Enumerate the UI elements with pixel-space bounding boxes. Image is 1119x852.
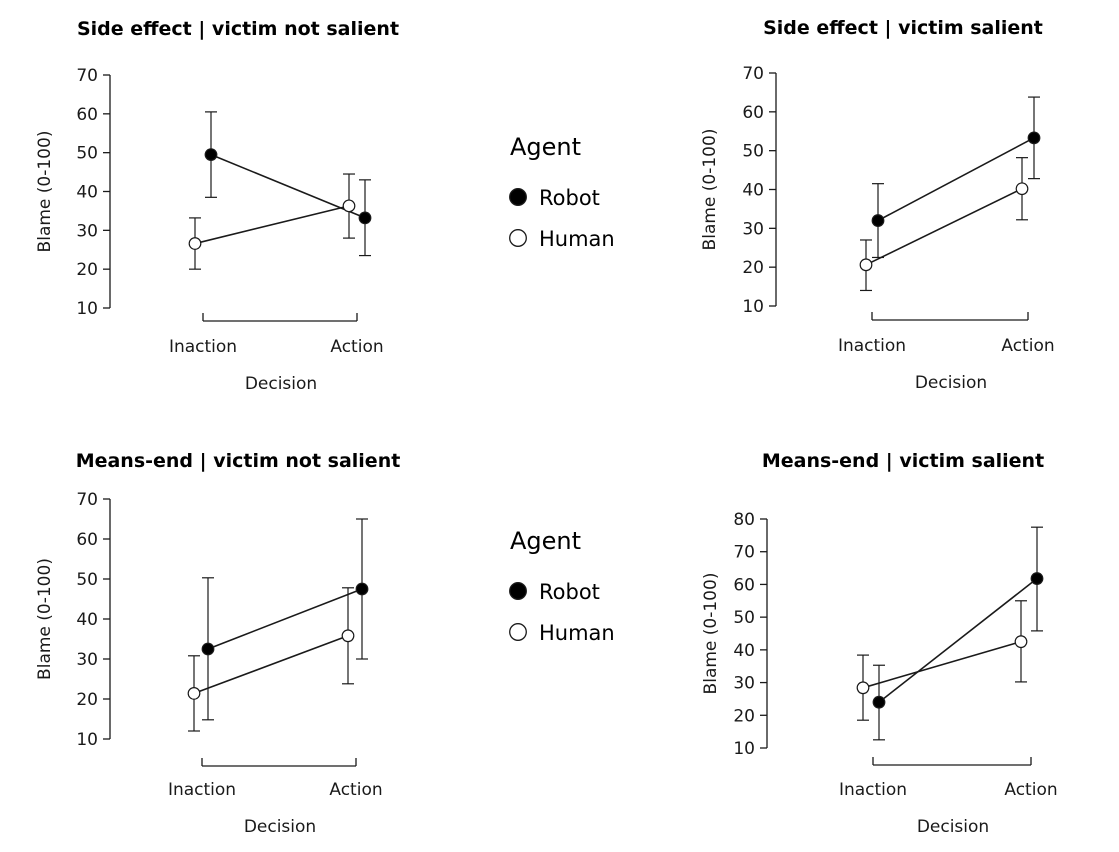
data-point-human bbox=[341, 629, 355, 643]
x-axis-label: Decision bbox=[915, 373, 987, 393]
x-axis-label: Decision bbox=[244, 817, 316, 837]
chart-title: Side effect | victim salient bbox=[763, 17, 1043, 39]
y-tick-label: 20 bbox=[742, 258, 764, 278]
series-line-human bbox=[862, 640, 1022, 689]
data-point-robot bbox=[201, 642, 215, 656]
chart-title: Side effect | victim not salient bbox=[77, 18, 399, 40]
x-tick-label: Action bbox=[1004, 780, 1057, 800]
y-tick-label: 10 bbox=[76, 299, 98, 319]
y-tick-label: 50 bbox=[76, 144, 98, 164]
y-tick-label: 40 bbox=[733, 641, 755, 661]
series-line-robot bbox=[210, 153, 366, 219]
series-line-human bbox=[193, 635, 349, 695]
y-tick-label: 70 bbox=[733, 543, 755, 563]
y-axis-label: Blame (0-100) bbox=[35, 131, 55, 253]
chart-panel-1: Side effect | victim not salient 10 20 30 40… bbox=[35, 18, 399, 394]
y-tick-label: 20 bbox=[733, 706, 755, 726]
data-point-robot bbox=[1030, 572, 1044, 585]
chart-panel-2: Side effect | victim salient 10 20 30 40 50 60… bbox=[700, 17, 1055, 393]
y-tick-label: 20 bbox=[76, 690, 98, 710]
open-circle-icon bbox=[509, 229, 527, 247]
y-tick-label: 30 bbox=[76, 221, 98, 241]
y-tick-label: 60 bbox=[76, 105, 98, 125]
chart-title: Means-end | victim salient bbox=[762, 450, 1044, 472]
x-axis-label: Decision bbox=[245, 374, 317, 394]
x-axis-label: Decision bbox=[917, 817, 989, 837]
y-tick-label: 70 bbox=[742, 64, 764, 84]
data-point-robot bbox=[1027, 131, 1041, 145]
x-tick-label: Inaction bbox=[169, 337, 237, 357]
y-tick-label: 10 bbox=[76, 730, 98, 750]
y-axis-label: Blame (0-100) bbox=[701, 573, 721, 695]
x-tick-label: Action bbox=[1001, 336, 1054, 356]
legend: Agent Robot Human bbox=[509, 527, 615, 645]
series-line-human bbox=[865, 188, 1023, 266]
series-line-robot bbox=[207, 588, 363, 650]
legend-item-label: Robot bbox=[539, 580, 600, 604]
legends: Agent Robot Human Agent Robot Human bbox=[509, 133, 615, 645]
series-robot bbox=[872, 96, 1040, 259]
y-tick-label: 80 bbox=[733, 510, 755, 530]
filled-circle-icon bbox=[509, 582, 527, 600]
data-point-robot bbox=[204, 148, 218, 162]
series-human bbox=[188, 587, 354, 732]
y-tick-label: 60 bbox=[742, 103, 764, 123]
data-point-human bbox=[188, 237, 202, 250]
series-line-human bbox=[194, 205, 350, 245]
y-tick-label: 70 bbox=[76, 490, 98, 510]
data-point-human bbox=[342, 199, 356, 213]
series-line-robot bbox=[877, 137, 1035, 222]
data-point-robot bbox=[358, 211, 372, 225]
series-robot bbox=[873, 526, 1043, 741]
series-human bbox=[189, 173, 355, 270]
y-tick-label: 50 bbox=[76, 570, 98, 590]
series-robot bbox=[205, 111, 371, 257]
y-tick-label: 30 bbox=[742, 219, 764, 239]
data-point-human bbox=[1014, 635, 1028, 649]
y-tick-label: 30 bbox=[76, 650, 98, 670]
chart-title: Means-end | victim not salient bbox=[76, 450, 401, 472]
data-point-human bbox=[1015, 182, 1029, 196]
y-axis-label: Blame (0-100) bbox=[35, 558, 55, 680]
data-point-human bbox=[856, 681, 870, 695]
y-tick-label: 40 bbox=[76, 183, 98, 203]
y-tick-label: 50 bbox=[742, 142, 764, 162]
legend-item-label: Human bbox=[539, 621, 615, 645]
y-tick-label: 10 bbox=[733, 739, 755, 759]
x-tick-label: Inaction bbox=[839, 780, 907, 800]
x-tick-label: Inaction bbox=[168, 780, 236, 800]
data-point-robot bbox=[872, 695, 886, 709]
y-tick-label: 70 bbox=[76, 66, 98, 86]
data-point-robot bbox=[355, 582, 369, 596]
data-point-human bbox=[187, 687, 201, 700]
x-tick-label: Action bbox=[330, 337, 383, 357]
chart-panel-3: Means-end | victim not salient 10 20 30 40 50… bbox=[35, 450, 400, 837]
y-tick-label: 50 bbox=[733, 608, 755, 628]
filled-circle-icon bbox=[509, 188, 527, 206]
open-circle-icon bbox=[509, 623, 527, 641]
y-tick-label: 60 bbox=[76, 530, 98, 550]
chart-panel-4: Means-end | victim salient 10 20 30 40 50 60 70… bbox=[701, 450, 1058, 837]
chart-panels: Side effect | victim not salient 10 20 30 40… bbox=[35, 17, 1058, 837]
legend-title: Agent bbox=[510, 527, 581, 555]
y-tick-label: 60 bbox=[733, 575, 755, 595]
legend-title: Agent bbox=[510, 133, 581, 161]
series-line-robot bbox=[878, 577, 1038, 703]
x-tick-label: Action bbox=[329, 780, 382, 800]
series-human bbox=[860, 157, 1028, 292]
legend-item-label: Human bbox=[539, 227, 615, 251]
y-axis-label: Blame (0-100) bbox=[700, 129, 720, 251]
y-tick-label: 40 bbox=[742, 181, 764, 201]
x-tick-label: Inaction bbox=[838, 336, 906, 356]
data-point-human bbox=[859, 258, 873, 272]
y-tick-label: 30 bbox=[733, 674, 755, 694]
legend: Agent Robot Human bbox=[509, 133, 615, 251]
y-tick-label: 10 bbox=[742, 297, 764, 317]
y-tick-label: 20 bbox=[76, 260, 98, 280]
data-point-robot bbox=[871, 214, 885, 227]
legend-item-label: Robot bbox=[539, 186, 600, 210]
y-tick-label: 40 bbox=[76, 610, 98, 630]
